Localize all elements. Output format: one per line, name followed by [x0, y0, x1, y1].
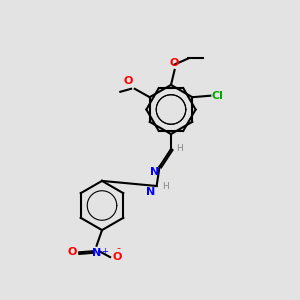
- Text: +: +: [101, 247, 108, 256]
- Text: N: N: [146, 187, 155, 196]
- Text: N: N: [92, 248, 101, 257]
- Text: -: -: [117, 243, 121, 253]
- Text: O: O: [112, 251, 122, 262]
- Text: H: H: [162, 182, 169, 191]
- Text: O: O: [124, 76, 133, 86]
- Text: H: H: [176, 144, 183, 153]
- Text: O: O: [170, 58, 179, 68]
- Text: N: N: [150, 167, 159, 177]
- Text: Cl: Cl: [212, 91, 224, 101]
- Text: O: O: [68, 247, 77, 257]
